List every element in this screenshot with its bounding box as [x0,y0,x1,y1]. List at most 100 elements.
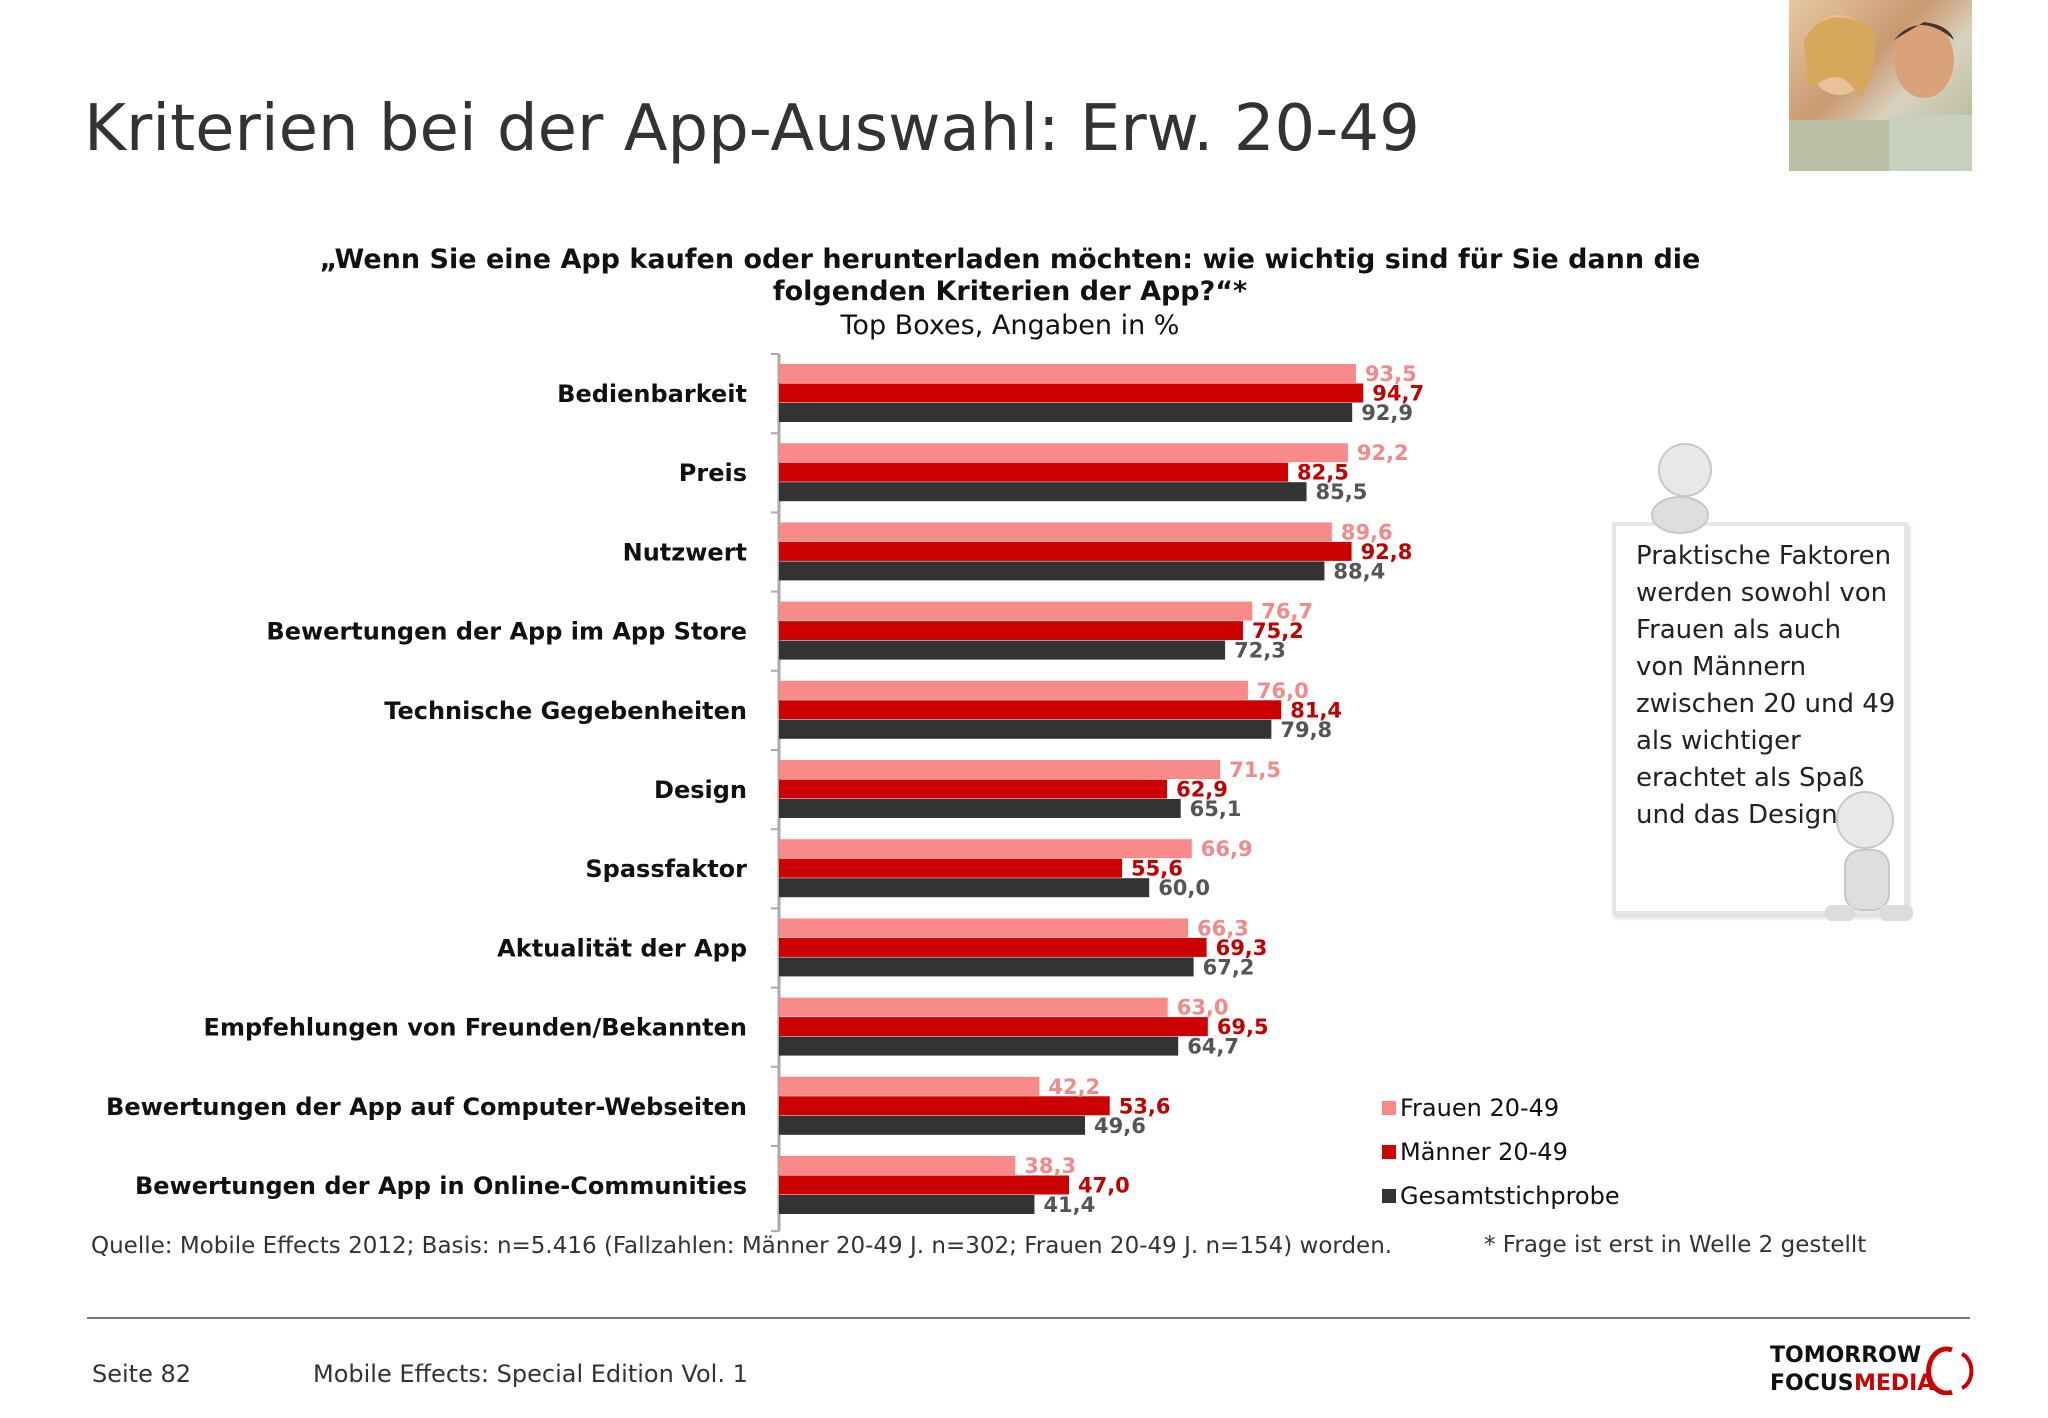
bar-frauen [779,522,1332,542]
data-label-frauen: 63,0 [1177,996,1229,1020]
legend-label-frauen: Frauen 20-49 [1400,1094,1559,1122]
note-text: Praktische Faktoren werden sowohl von Fr… [1636,541,1896,830]
data-label-gesamt: 67,2 [1203,955,1255,979]
data-label-gesamt: 41,4 [1043,1193,1095,1217]
bar-frauen [779,760,1221,779]
data-label-maenner: 81,4 [1290,698,1342,722]
bar-gesamt [779,719,1272,739]
bar-gesamt [779,1115,1086,1135]
category-label: Design [654,776,747,804]
bar-gesamt [779,403,1353,422]
category-label: Aktualität der App [497,934,747,962]
data-label-maenner: 92,8 [1361,540,1413,564]
footnote: * Frage ist erst in Welle 2 gestellt [1484,1232,1867,1258]
data-label-maenner: 47,0 [1078,1174,1130,1198]
logo-line2a: FOCUS [1770,1371,1854,1395]
data-label-gesamt: 88,4 [1333,559,1385,583]
legend-label-maenner: Männer 20-49 [1400,1138,1568,1166]
data-label-frauen: 92,2 [1357,441,1409,465]
data-label-frauen: 42,2 [1048,1075,1100,1099]
question-text: „Wenn Sie eine App kaufen oder herunterl… [319,244,1701,307]
data-label-frauen: 38,3 [1024,1154,1076,1178]
bar-maenner [779,1096,1110,1116]
bar-frauen [779,1156,1016,1175]
data-label-frauen: 89,6 [1341,520,1393,544]
bar-maenner [779,383,1364,403]
bar-frauen [779,839,1192,859]
bar-gesamt [779,482,1307,502]
data-label-gesamt: 65,1 [1190,797,1242,821]
bar-gesamt [779,957,1194,977]
legend-swatch-maenner [1382,1145,1396,1159]
legend-swatch-gesamt [1382,1189,1396,1203]
bar-maenner [779,621,1243,641]
bar-maenner [779,462,1289,482]
data-label-gesamt: 72,3 [1234,639,1286,663]
category-label: Empfehlungen von Freunden/Bekannten [204,1014,747,1042]
bar-frauen [779,1076,1040,1096]
legend-swatch-frauen [1382,1101,1396,1115]
chart-subtitle: Top Boxes, Angaben in % [840,310,1180,341]
bar-frauen [779,364,1356,383]
footer-divider [87,1317,1970,1319]
data-label-maenner: 62,9 [1176,778,1228,802]
data-label-gesamt: 85,5 [1316,480,1368,504]
data-label-maenner: 69,5 [1217,1015,1269,1039]
bar-maenner [779,700,1282,720]
category-label: Preis [679,459,747,487]
header-photo [1789,0,1972,171]
bar-gesamt [779,1036,1179,1056]
data-label-maenner: 94,7 [1372,382,1424,406]
category-label: Nutzwert [623,538,747,566]
people-photo-icon [1789,15,1972,171]
bar-maenner [779,858,1123,878]
data-label-maenner: 53,6 [1119,1094,1171,1118]
data-label-maenner: 55,6 [1131,857,1183,881]
data-label-frauen: 66,9 [1201,837,1253,861]
bar-maenner [779,937,1207,957]
logo-line1: TOMORROW [1770,1343,1921,1368]
data-label-frauen: 76,0 [1257,679,1309,703]
data-label-frauen: 93,5 [1365,362,1417,386]
page-number: Seite 82 [92,1360,192,1388]
source-text: Quelle: Mobile Effects 2012; Basis: n=5.… [91,1233,1393,1259]
bar-maenner [779,541,1352,561]
tomorrow-focus-media-logo: TOMORROW FOCUS MEDIA [1770,1343,1974,1395]
category-label: Bewertungen der App auf Computer-Webseit… [106,1093,747,1121]
bar-frauen [779,680,1248,700]
category-label: Bedienbarkeit [557,380,747,408]
bar-frauen [779,601,1253,621]
bar-gesamt [779,799,1181,818]
data-label-gesamt: 60,0 [1158,876,1210,900]
data-label-maenner: 75,2 [1252,619,1304,643]
logo-line2b: MEDIA [1854,1371,1934,1395]
data-label-maenner: 69,3 [1216,936,1268,960]
footer-title: Mobile Effects: Special Edition Vol. 1 [313,1360,748,1388]
bar-gesamt [779,561,1325,581]
category-label: Bewertungen der App in Online-Communitie… [135,1172,747,1200]
data-label-frauen: 76,7 [1261,600,1313,624]
category-label: Bewertungen der App im App Store [266,618,747,646]
data-label-maenner: 82,5 [1297,461,1349,485]
data-label-gesamt: 79,8 [1280,718,1332,742]
legend-label-gesamt: Gesamtstichprobe [1400,1182,1620,1210]
bar-frauen [779,997,1168,1017]
bar-gesamt [779,878,1150,898]
data-label-frauen: 66,3 [1197,916,1249,940]
logo-arc-icon [1926,1346,1953,1395]
bar-gesamt [779,640,1226,660]
data-label-gesamt: 92,9 [1361,401,1413,425]
bar-gesamt [779,1195,1035,1214]
category-label: Technische Gegebenheiten [384,697,747,725]
bar-maenner [779,1017,1208,1037]
data-label-gesamt: 64,7 [1187,1035,1239,1059]
bar-maenner [779,779,1168,799]
data-label-frauen: 71,5 [1229,758,1281,782]
logo-arc2-icon [1961,1352,1974,1390]
bar-maenner [779,1175,1069,1195]
page-title: Kriterien bei der App-Auswahl: Erw. 20-4… [84,92,1420,166]
bar-frauen [779,443,1348,463]
category-label: Spassfaktor [585,855,747,883]
bar-frauen [779,918,1189,938]
